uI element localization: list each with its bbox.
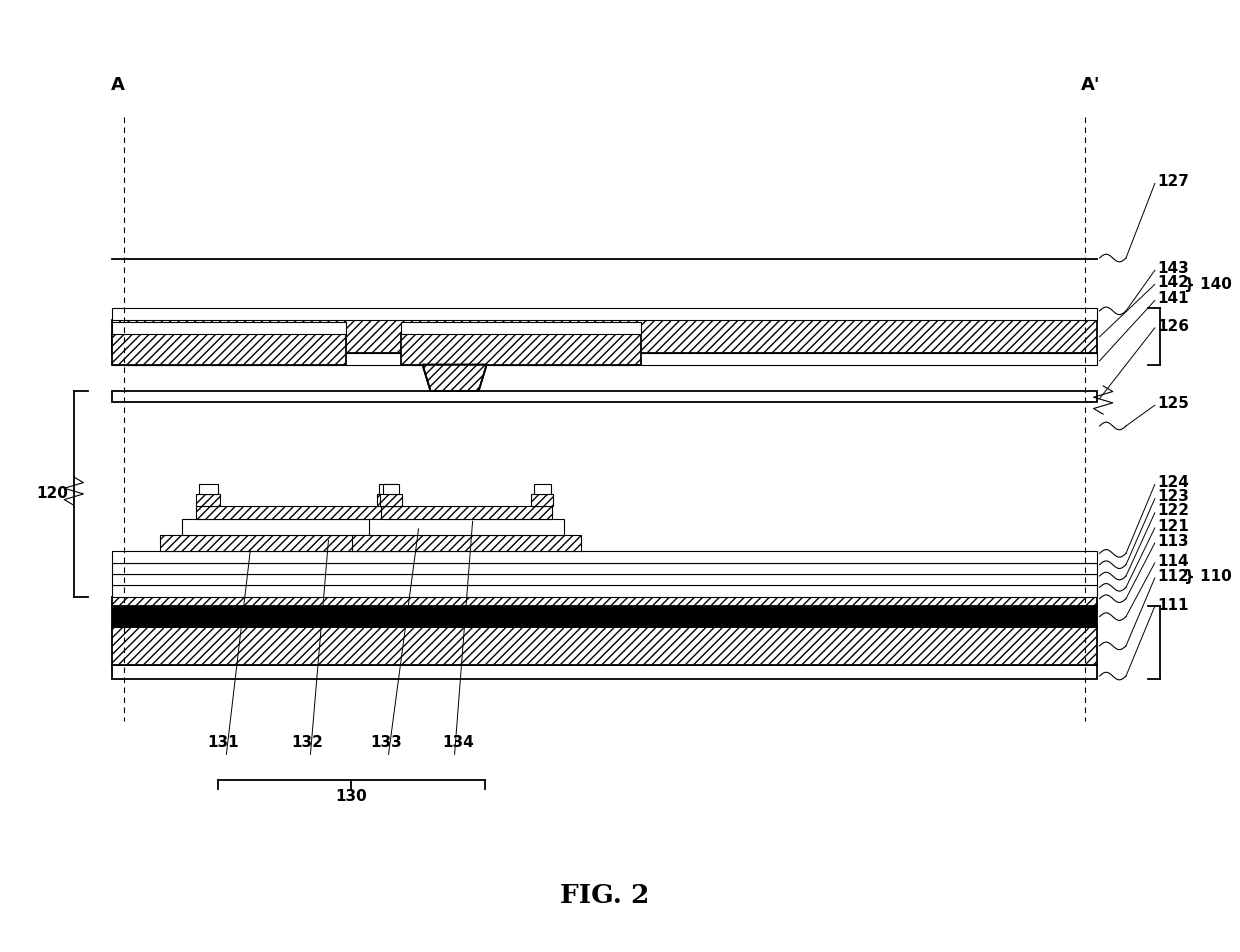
Bar	[113, 563, 1097, 574]
Text: } 140: } 140	[1184, 277, 1231, 292]
Text: 126: 126	[1157, 320, 1189, 334]
Text: 132: 132	[291, 735, 322, 749]
Text: A': A'	[1081, 76, 1101, 94]
Bar	[382, 485, 399, 494]
Bar	[113, 333, 346, 365]
Text: 111: 111	[1157, 598, 1189, 613]
Text: 127: 127	[1157, 174, 1189, 189]
Text: 130: 130	[335, 789, 367, 804]
Text: 141: 141	[1157, 291, 1189, 307]
Polygon shape	[423, 365, 486, 391]
Text: 125: 125	[1157, 396, 1189, 411]
Bar	[382, 506, 552, 520]
Bar	[370, 520, 564, 534]
Bar	[113, 664, 1097, 679]
Bar	[413, 344, 629, 365]
Bar	[113, 551, 1097, 563]
Bar	[113, 585, 1097, 597]
Bar	[532, 494, 553, 506]
Bar	[377, 494, 401, 506]
Text: 113: 113	[1157, 534, 1189, 548]
Text: 143: 143	[1157, 261, 1189, 276]
Bar	[160, 534, 436, 551]
Bar	[182, 520, 415, 534]
Text: } 110: } 110	[1184, 569, 1231, 585]
Text: 121: 121	[1157, 519, 1189, 533]
Bar	[113, 308, 1097, 320]
Text: 142: 142	[1157, 275, 1189, 290]
Bar	[113, 606, 1097, 627]
Bar	[113, 627, 1097, 664]
Bar	[113, 574, 1097, 585]
Bar	[113, 353, 1097, 365]
Text: 123: 123	[1157, 489, 1189, 505]
Bar	[352, 534, 580, 551]
Text: 124: 124	[1157, 475, 1189, 490]
Bar	[113, 391, 1097, 403]
Bar	[196, 494, 221, 506]
Bar	[113, 322, 346, 333]
Bar	[381, 494, 402, 506]
Bar	[113, 597, 1097, 606]
Bar	[401, 322, 641, 333]
Text: 112: 112	[1157, 569, 1189, 585]
Text: FIG. 2: FIG. 2	[560, 883, 650, 908]
Bar	[113, 320, 1097, 353]
Text: 133: 133	[371, 735, 402, 749]
Text: 122: 122	[1157, 504, 1189, 519]
Text: 120: 120	[36, 486, 68, 502]
Bar	[379, 485, 398, 494]
Bar	[534, 485, 551, 494]
Bar	[198, 485, 218, 494]
Text: 131: 131	[207, 735, 238, 749]
Bar	[401, 333, 641, 365]
Text: A: A	[112, 76, 125, 94]
Bar	[124, 344, 335, 365]
Text: 134: 134	[443, 735, 474, 749]
Bar	[196, 506, 401, 520]
Text: 114: 114	[1157, 554, 1189, 569]
